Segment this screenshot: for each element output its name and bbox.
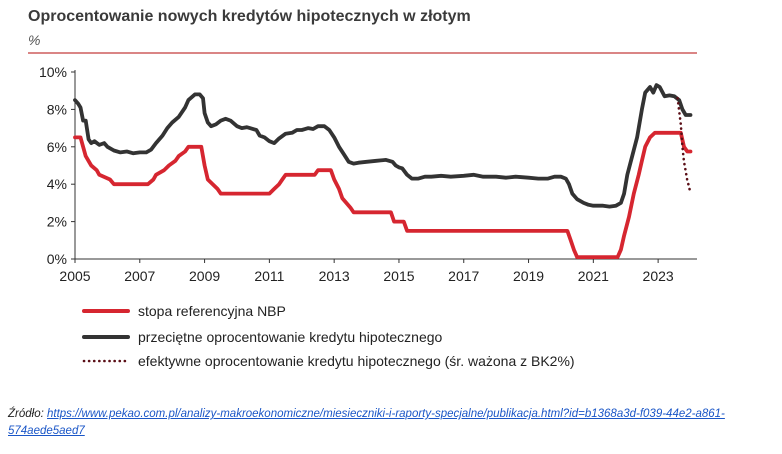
series-line-3 [676,96,692,195]
legend-label-3: efektywne oprocentowanie kredytu hipotec… [138,353,575,369]
y-tick-label: 6% [47,139,67,155]
chart-svg: 0% 2% 4% 6% 8% 10% 2005 2007 2009 2011 2013 2015 201… [28,52,697,369]
legend-label-1: stopa referencyjna NBP [138,303,286,319]
y-tick-label: 10% [39,64,67,80]
source-link[interactable]: https://www.pekao.com.pl/analizy-makroek… [8,408,725,437]
x-tick-label: 2005 [59,268,90,284]
x-tick-label: 2009 [189,268,220,284]
x-tick-label: 2013 [319,268,350,284]
x-tick-label: 2019 [513,268,544,284]
y-tick-label: 2% [47,214,67,230]
source-label: Źródło: [8,408,44,420]
series-line-1 [73,130,693,259]
x-tick-label: 2021 [578,268,609,284]
y-tick-label: 8% [47,101,67,117]
x-tick-label: 2023 [643,268,674,284]
x-tick-label: 2011 [254,268,284,284]
y-tick-label: 0% [47,251,67,267]
y-tick-label: 4% [47,176,67,192]
x-tick-label: 2015 [383,268,414,284]
x-tick-label: 2017 [448,268,479,284]
x-tick-label: 2007 [124,268,155,284]
legend-label-2: przeciętne oprocentowanie kredytu hipote… [138,329,443,345]
series-line-2 [73,83,693,209]
source-note: Źródło: https://www.pekao.com.pl/analizy… [8,406,768,440]
chart-title: Oprocentowanie nowych kredytów hipoteczn… [28,8,471,25]
unit-label: % [28,32,41,48]
